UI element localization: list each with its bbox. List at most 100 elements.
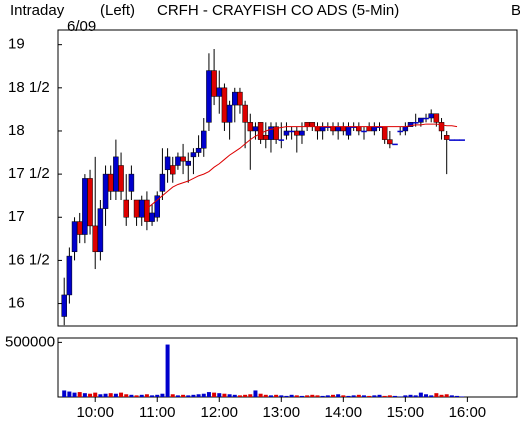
- volume-bar: [186, 395, 191, 397]
- candle-body: [232, 91, 238, 106]
- volume-bar: [325, 395, 330, 397]
- volume-bar: [144, 394, 149, 397]
- volume-bar: [181, 394, 186, 397]
- volume-bar: [418, 392, 423, 397]
- candle-body: [113, 156, 119, 192]
- candle-body: [82, 178, 88, 235]
- candle-body: [97, 208, 104, 253]
- volume-bar: [434, 393, 439, 397]
- x-tick-label: 16:00: [449, 404, 487, 421]
- volume-bar: [248, 394, 253, 397]
- volume-bar: [284, 395, 289, 397]
- volume-bar: [372, 395, 377, 397]
- volume-bar: [274, 394, 279, 397]
- volume-panel: [57, 337, 518, 398]
- candle-body: [428, 113, 434, 119]
- volume-bar: [387, 395, 392, 397]
- candle-body: [273, 126, 279, 140]
- candle-body: [459, 139, 465, 141]
- candle-body: [216, 87, 223, 97]
- volume-bar: [222, 393, 227, 397]
- candle-body: [71, 221, 78, 253]
- volume-bar: [165, 344, 170, 397]
- candle-body: [412, 122, 419, 124]
- volume-bar: [455, 395, 460, 397]
- candle-body: [371, 126, 378, 132]
- volume-bar: [346, 395, 351, 397]
- volume-bar: [341, 395, 346, 397]
- candle-body: [138, 199, 145, 218]
- candle-body: [443, 135, 450, 140]
- volume-bar: [408, 394, 413, 397]
- volume-bar: [139, 394, 144, 397]
- candle-body: [242, 104, 248, 123]
- candle-body: [283, 130, 290, 136]
- axis-side: (Left): [100, 2, 135, 19]
- candle-body: [185, 160, 192, 166]
- candle-body: [107, 173, 114, 192]
- volume-bar: [129, 394, 134, 397]
- volume-bar: [351, 395, 356, 397]
- volume-bar: [330, 394, 335, 397]
- candle-body: [314, 126, 321, 132]
- candle-body: [76, 221, 83, 235]
- candle-body: [175, 156, 181, 166]
- volume-bar: [113, 393, 118, 397]
- volume-bar: [103, 393, 108, 397]
- candle-body: [66, 255, 73, 296]
- candle-body: [335, 126, 341, 132]
- candle-body: [278, 139, 285, 141]
- candle-body: [356, 126, 362, 132]
- y-tick-label: 18 1/2: [8, 79, 50, 96]
- volume-bar: [232, 394, 237, 397]
- y-tick-label: 17 1/2: [8, 165, 50, 182]
- candle-body: [288, 130, 295, 133]
- volume-bar: [108, 393, 113, 397]
- volume-bar: [320, 395, 325, 397]
- volume-bar: [93, 392, 98, 397]
- candle-body: [299, 130, 305, 136]
- volume-bar: [206, 392, 211, 397]
- volume-bar: [212, 392, 217, 397]
- volume-bar: [62, 390, 67, 397]
- candle-body: [257, 122, 264, 140]
- volume-bar: [413, 395, 418, 397]
- candle-body: [361, 130, 367, 133]
- volume-bar: [263, 394, 268, 397]
- candle-body: [195, 147, 202, 153]
- volume-bar: [336, 394, 341, 397]
- volume-bar: [170, 394, 175, 397]
- volume-tick-label: 500000: [5, 333, 55, 350]
- candle-body: [454, 139, 460, 141]
- candle-body: [263, 135, 269, 140]
- candle-body: [319, 126, 326, 132]
- volume-bar: [72, 392, 77, 397]
- chart-title: CRFH - CRAYFISH CO ADS (5-Min): [157, 2, 399, 19]
- candle-body: [345, 126, 352, 136]
- candle-body: [407, 122, 414, 127]
- date-label: 6/09: [67, 18, 96, 35]
- candle-body: [221, 87, 228, 123]
- candle-body: [294, 130, 300, 136]
- volume-bar: [237, 395, 242, 397]
- volume-bar: [424, 394, 429, 397]
- volume-bar: [367, 395, 372, 397]
- candle-body: [418, 117, 424, 123]
- candle-body: [387, 139, 393, 145]
- candle-body: [102, 173, 109, 209]
- x-tick-label: 11:00: [139, 404, 175, 421]
- volume-bar: [88, 393, 93, 397]
- volume-bar: [150, 395, 155, 397]
- candle-body: [340, 126, 347, 132]
- volume-bar: [310, 394, 315, 397]
- volume-bar: [175, 395, 180, 397]
- candle-body: [118, 165, 124, 192]
- candle-body: [154, 195, 160, 218]
- volume-bar: [315, 395, 320, 397]
- candle-body: [252, 126, 259, 132]
- candle-body: [366, 126, 372, 132]
- candle-body: [164, 156, 171, 171]
- candle-body: [392, 143, 398, 146]
- candle-body: [128, 173, 135, 192]
